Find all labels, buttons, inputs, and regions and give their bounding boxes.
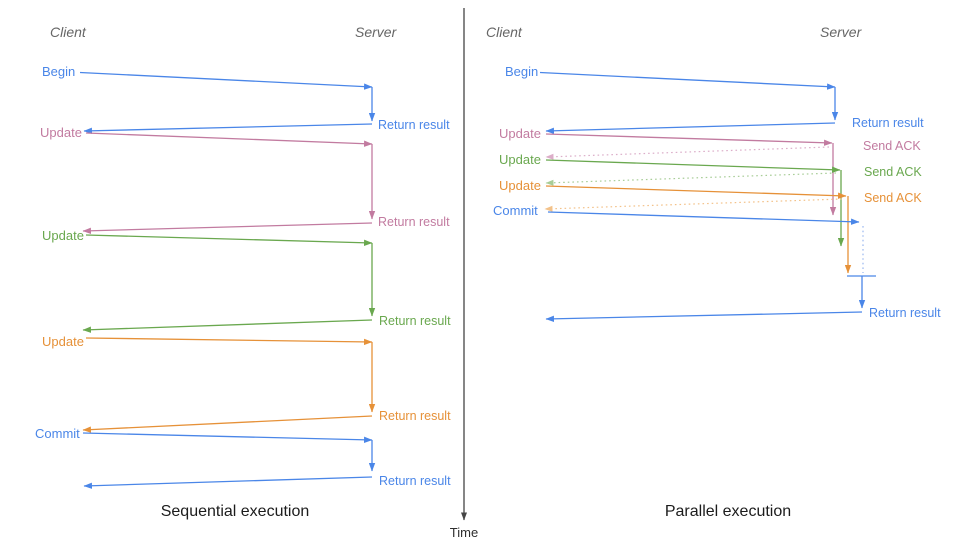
par-client-header: Client <box>486 24 523 40</box>
seq-commit-return-arrow <box>83 476 373 489</box>
time-axis: Time <box>450 8 478 540</box>
seq-update1-exchange: Update Return result <box>40 125 450 234</box>
seq-update2-label: Update <box>42 228 84 243</box>
par-begin-label: Begin <box>505 64 538 79</box>
seq-commit-exchange: Commit Return result <box>35 426 451 489</box>
seq-update3-label: Update <box>42 334 84 349</box>
par-update2-label: Update <box>499 152 541 167</box>
par-begin-request-arrow <box>539 71 836 90</box>
par-update1-request-arrow <box>545 133 833 146</box>
par-update1-ack-arrow <box>545 146 830 160</box>
par-update3-request-arrow <box>545 185 847 199</box>
par-begin-exchange: Begin Return result <box>505 64 924 134</box>
seq-update2-response-label: Return result <box>379 314 451 328</box>
seq-update2-request-arrow <box>85 234 373 246</box>
seq-update3-exchange: Update Return result <box>42 334 451 433</box>
par-update1-label: Update <box>499 126 541 141</box>
seq-server-header: Server <box>355 24 398 40</box>
seq-begin-return-arrow <box>83 123 373 134</box>
par-update3-label: Update <box>499 178 541 193</box>
seq-update3-request-arrow <box>85 337 373 346</box>
par-update3-ack-label: Send ACK <box>864 191 922 205</box>
seq-begin-label: Begin <box>42 64 75 79</box>
seq-commit-response-label: Return result <box>379 474 451 488</box>
par-commit-label: Commit <box>493 203 538 218</box>
par-update1-exchange: Update Send ACK <box>499 126 921 216</box>
seq-commit-label: Commit <box>35 426 80 441</box>
par-commit-return-arrow <box>545 311 863 323</box>
par-commit-response-label: Return result <box>869 306 941 320</box>
seq-update3-response-label: Return result <box>379 409 451 423</box>
sequential-title: Sequential execution <box>161 503 310 520</box>
seq-update1-response-label: Return result <box>378 215 450 229</box>
par-update2-ack-arrow <box>545 172 837 186</box>
seq-update1-return-arrow <box>82 222 373 234</box>
seq-update1-label: Update <box>40 125 82 140</box>
par-update1-ack-label: Send ACK <box>863 139 921 153</box>
par-commit-request-arrow <box>547 211 860 225</box>
par-update3-ack-arrow <box>544 198 843 212</box>
par-commit-exchange: Commit Return result <box>493 203 941 323</box>
par-update2-exchange: Update Send ACK <box>499 152 922 247</box>
seq-update2-exchange: Update Return result <box>42 228 451 333</box>
seq-begin-response-label: Return result <box>378 118 450 132</box>
parallel-title: Parallel execution <box>665 503 791 520</box>
par-begin-return-arrow <box>545 122 836 134</box>
seq-begin-exchange: Begin Return result <box>42 64 450 134</box>
seq-update1-request-arrow <box>85 132 373 147</box>
par-update2-request-arrow <box>545 159 841 173</box>
sequential-panel: Client Server Begin Return result Update… <box>35 24 451 520</box>
seq-begin-request-arrow <box>79 71 373 90</box>
seq-update2-return-arrow <box>82 319 373 333</box>
par-update3-exchange: Update Send ACK <box>499 178 922 274</box>
seq-update3-return-arrow <box>82 415 373 433</box>
parallel-panel: Client Server Begin Return result Update… <box>486 24 941 520</box>
par-update2-ack-label: Send ACK <box>864 165 922 179</box>
time-axis-label: Time <box>450 525 478 540</box>
seq-client-header: Client <box>50 24 87 40</box>
par-begin-response-label: Return result <box>852 116 924 130</box>
par-server-header: Server <box>820 24 863 40</box>
seq-commit-request-arrow <box>82 432 373 443</box>
